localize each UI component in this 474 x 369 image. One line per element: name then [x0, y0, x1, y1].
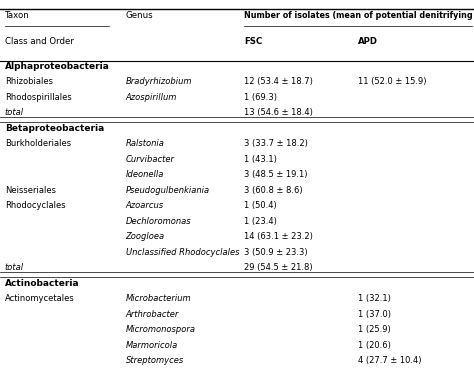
Text: Number of isolates (mean of potential denitrifying activity ± SD,%)ᵃ: Number of isolates (mean of potential de… — [244, 11, 474, 20]
Text: Rhizobiales: Rhizobiales — [5, 77, 53, 86]
Text: Rhodospirillales: Rhodospirillales — [5, 93, 72, 102]
Text: 1 (69.3): 1 (69.3) — [244, 93, 277, 102]
Text: 1 (20.6): 1 (20.6) — [358, 341, 391, 350]
Text: 3 (33.7 ± 18.2): 3 (33.7 ± 18.2) — [244, 139, 308, 148]
Text: Curvibacter: Curvibacter — [126, 155, 174, 164]
Text: Burkholderiales: Burkholderiales — [5, 139, 71, 148]
Text: 11 (52.0 ± 15.9): 11 (52.0 ± 15.9) — [358, 77, 427, 86]
Text: 4 (27.7 ± 10.4): 4 (27.7 ± 10.4) — [358, 356, 421, 365]
Text: FSC: FSC — [244, 37, 263, 46]
Text: Alphaproteobacteria: Alphaproteobacteria — [5, 62, 109, 71]
Text: Arthrobacter: Arthrobacter — [126, 310, 179, 319]
Text: APD: APD — [358, 37, 378, 46]
Text: Actinomycetales: Actinomycetales — [5, 294, 74, 303]
Text: 29 (54.5 ± 21.8): 29 (54.5 ± 21.8) — [244, 263, 313, 272]
Text: Bradyrhizobium: Bradyrhizobium — [126, 77, 192, 86]
Text: total: total — [5, 108, 24, 117]
Text: Dechloromonas: Dechloromonas — [126, 217, 191, 226]
Text: 1 (50.4): 1 (50.4) — [244, 201, 277, 210]
Text: Ideonella: Ideonella — [126, 170, 164, 179]
Text: Micromonospora: Micromonospora — [126, 325, 196, 334]
Text: Class and Order: Class and Order — [5, 37, 73, 46]
Text: Neisseriales: Neisseriales — [5, 186, 56, 195]
Text: 1 (32.1): 1 (32.1) — [358, 294, 391, 303]
Text: 12 (53.4 ± 18.7): 12 (53.4 ± 18.7) — [244, 77, 313, 86]
Text: Actinobacteria: Actinobacteria — [5, 279, 79, 288]
Text: Rhodocyclales: Rhodocyclales — [5, 201, 65, 210]
Text: Pseudogulbenkiania: Pseudogulbenkiania — [126, 186, 210, 195]
Text: 3 (48.5 ± 19.1): 3 (48.5 ± 19.1) — [244, 170, 308, 179]
Text: 1 (43.1): 1 (43.1) — [244, 155, 277, 164]
Text: 3 (50.9 ± 23.3): 3 (50.9 ± 23.3) — [244, 248, 308, 257]
Text: Genus: Genus — [126, 11, 153, 20]
Text: Ralstonia: Ralstonia — [126, 139, 164, 148]
Text: Azoarcus: Azoarcus — [126, 201, 164, 210]
Text: 3 (60.8 ± 8.6): 3 (60.8 ± 8.6) — [244, 186, 303, 195]
Text: Azospirillum: Azospirillum — [126, 93, 177, 102]
Text: Unclassified Rhodocyclales: Unclassified Rhodocyclales — [126, 248, 239, 257]
Text: Zoogloea: Zoogloea — [126, 232, 165, 241]
Text: 1 (37.0): 1 (37.0) — [358, 310, 391, 319]
Text: 1 (25.9): 1 (25.9) — [358, 325, 391, 334]
Text: Betaproteobacteria: Betaproteobacteria — [5, 124, 104, 133]
Text: Streptomyces: Streptomyces — [126, 356, 184, 365]
Text: Taxon: Taxon — [5, 11, 29, 20]
Text: total: total — [5, 263, 24, 272]
Text: 13 (54.6 ± 18.4): 13 (54.6 ± 18.4) — [244, 108, 313, 117]
Text: Microbacterium: Microbacterium — [126, 294, 191, 303]
Text: 14 (63.1 ± 23.2): 14 (63.1 ± 23.2) — [244, 232, 313, 241]
Text: 1 (23.4): 1 (23.4) — [244, 217, 277, 226]
Text: Marmoricola: Marmoricola — [126, 341, 178, 350]
